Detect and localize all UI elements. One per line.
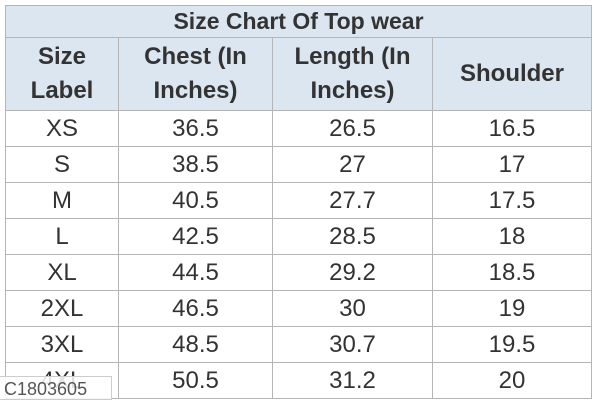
data-row: S 38.5 27 17 bbox=[5, 146, 592, 183]
table-body: Size Chart Of Top wear Size Label Chest (… bbox=[5, 5, 592, 399]
cell: 36.5 bbox=[118, 110, 273, 147]
header-cell: Shoulder bbox=[432, 37, 592, 111]
cell: 18 bbox=[432, 218, 592, 255]
cell: S bbox=[5, 146, 119, 183]
data-row: 3XL 48.5 30.7 19.5 bbox=[5, 326, 592, 363]
size-chart: Size Chart Of Top wear Size Label Chest (… bbox=[5, 5, 592, 399]
cell: 30.7 bbox=[272, 326, 433, 363]
cell: 48.5 bbox=[118, 326, 273, 363]
cell: L bbox=[5, 218, 119, 255]
cell: 27.7 bbox=[272, 182, 433, 219]
cell: 29.2 bbox=[272, 254, 433, 291]
cell: 30 bbox=[272, 290, 433, 327]
data-row: XL 44.5 29.2 18.5 bbox=[5, 254, 592, 291]
cell: 50.5 bbox=[118, 362, 273, 399]
cell: 19.5 bbox=[432, 326, 592, 363]
cell: 28.5 bbox=[272, 218, 433, 255]
header-row: Size Label Chest (In Inches) Length (In In… bbox=[5, 37, 592, 111]
cell: 17 bbox=[432, 146, 592, 183]
data-row: 2XL 46.5 30 19 bbox=[5, 290, 592, 327]
table-title: Size Chart Of Top wear bbox=[5, 5, 592, 38]
cell: 46.5 bbox=[118, 290, 273, 327]
cell: 27 bbox=[272, 146, 433, 183]
cell: 26.5 bbox=[272, 110, 433, 147]
data-row: XS 36.5 26.5 16.5 bbox=[5, 110, 592, 147]
watermark: C1803605 bbox=[0, 376, 112, 400]
title-row: Size Chart Of Top wear bbox=[5, 5, 592, 38]
data-row: M 40.5 27.7 17.5 bbox=[5, 182, 592, 219]
cell: 3XL bbox=[5, 326, 119, 363]
cell: 16.5 bbox=[432, 110, 592, 147]
cell: 17.5 bbox=[432, 182, 592, 219]
cell: 44.5 bbox=[118, 254, 273, 291]
header-cell: Length (In Inches) bbox=[272, 37, 433, 111]
data-row: L 42.5 28.5 18 bbox=[5, 218, 592, 255]
cell: 40.5 bbox=[118, 182, 273, 219]
cell: 20 bbox=[432, 362, 592, 399]
cell: XL bbox=[5, 254, 119, 291]
header-cell: Size Label bbox=[5, 37, 119, 111]
cell: 2XL bbox=[5, 290, 119, 327]
cell: 31.2 bbox=[272, 362, 433, 399]
cell: 19 bbox=[432, 290, 592, 327]
cell: M bbox=[5, 182, 119, 219]
header-cell: Chest (In Inches) bbox=[118, 37, 273, 111]
cell: 42.5 bbox=[118, 218, 273, 255]
cell: XS bbox=[5, 110, 119, 147]
cell: 18.5 bbox=[432, 254, 592, 291]
cell: 38.5 bbox=[118, 146, 273, 183]
